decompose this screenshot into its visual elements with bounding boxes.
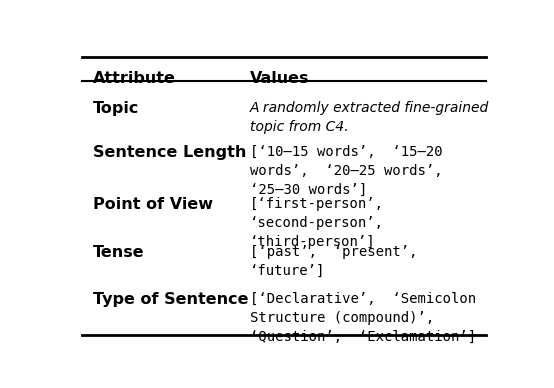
Text: Point of View: Point of View: [93, 197, 213, 212]
Text: [‘past’,  ‘present’,
‘future’]: [‘past’, ‘present’, ‘future’]: [249, 245, 417, 278]
Text: Attribute: Attribute: [93, 71, 176, 86]
Text: Sentence Length: Sentence Length: [93, 145, 246, 159]
Text: [‘Declarative’,  ‘Semicolon
Structure (compound)’,
‘Question’,  ‘Exclamation’]: [‘Declarative’, ‘Semicolon Structure (co…: [249, 292, 476, 344]
Text: Topic: Topic: [93, 101, 139, 116]
Text: [‘10–15 words’,  ‘15–20
words’,  ‘20–25 words’,
‘25–30 words’]: [‘10–15 words’, ‘15–20 words’, ‘20–25 wo…: [249, 145, 442, 196]
Text: Tense: Tense: [93, 245, 145, 260]
Text: [‘first-person’,
‘second-person’,
‘third-person’]: [‘first-person’, ‘second-person’, ‘third…: [249, 197, 383, 249]
Text: A randomly extracted fine-grained
topic from C4.: A randomly extracted fine-grained topic …: [249, 101, 489, 134]
Text: Type of Sentence: Type of Sentence: [93, 292, 248, 307]
Text: Values: Values: [249, 71, 309, 86]
